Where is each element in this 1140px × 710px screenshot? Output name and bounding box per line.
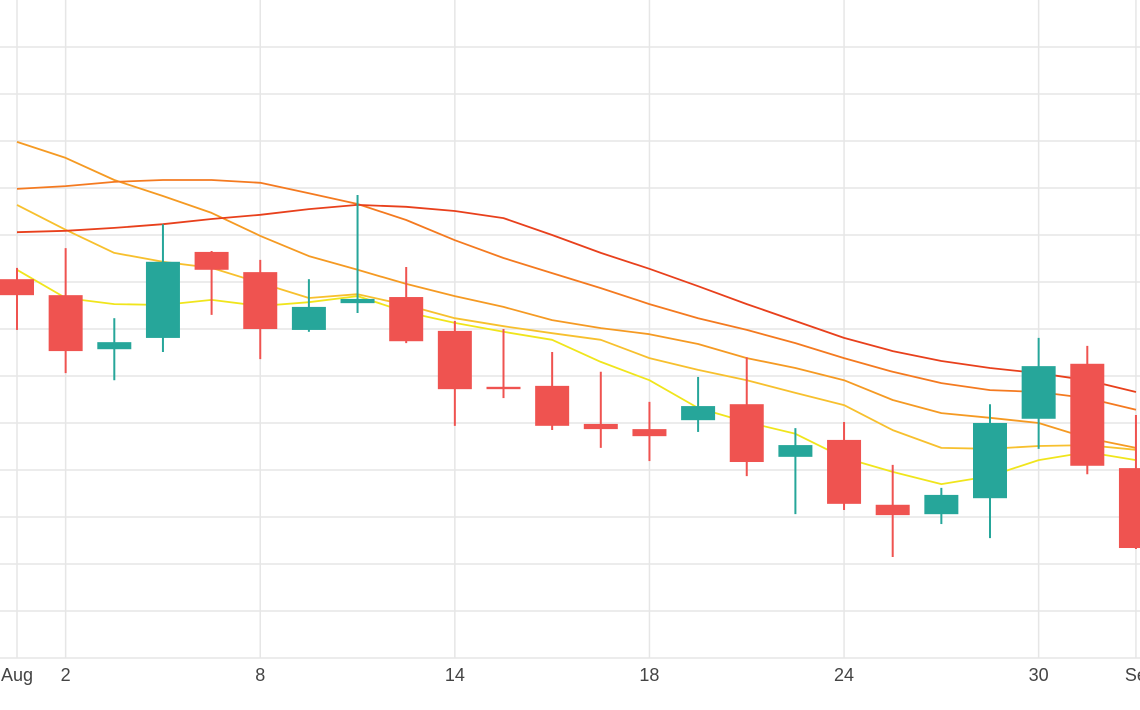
candle-body bbox=[729, 404, 764, 463]
x-tick-label: 30 bbox=[1029, 665, 1049, 685]
candle-body bbox=[1021, 366, 1056, 419]
candle-body bbox=[145, 261, 180, 338]
candle-body bbox=[1070, 363, 1105, 466]
candle-body bbox=[535, 385, 570, 426]
moving-average-line bbox=[16, 204, 1137, 393]
x-tick-label: 14 bbox=[445, 665, 465, 685]
candle-body bbox=[0, 279, 34, 296]
x-tick-label: 2 bbox=[61, 665, 71, 685]
candle-body bbox=[632, 429, 667, 437]
x-tick-label: 8 bbox=[255, 665, 265, 685]
candle-body bbox=[389, 297, 424, 342]
candle-body bbox=[97, 342, 132, 350]
candle-body bbox=[1118, 468, 1140, 549]
x-tick-label: Aug bbox=[1, 665, 33, 685]
candle-body bbox=[340, 298, 375, 304]
candle-body bbox=[778, 445, 813, 457]
x-tick-label: 18 bbox=[639, 665, 659, 685]
moving-average-line bbox=[16, 141, 1137, 449]
candle-body bbox=[48, 295, 83, 352]
candle-body bbox=[243, 272, 278, 329]
moving-average-line bbox=[16, 179, 1137, 411]
candle-body bbox=[486, 386, 521, 390]
candle-body bbox=[827, 439, 862, 504]
candle-body bbox=[437, 330, 472, 390]
x-tick-label: 24 bbox=[834, 665, 854, 685]
x-tick-label: Se bbox=[1125, 665, 1140, 685]
candle-body bbox=[194, 251, 229, 270]
candle-body bbox=[583, 423, 618, 430]
moving-average-line bbox=[16, 204, 1137, 451]
candle-body bbox=[681, 406, 716, 421]
candle-body bbox=[875, 504, 910, 516]
candle-body bbox=[973, 423, 1007, 499]
candle-body bbox=[291, 306, 326, 330]
candle-body bbox=[924, 494, 959, 515]
moving-average-line bbox=[16, 269, 1137, 485]
